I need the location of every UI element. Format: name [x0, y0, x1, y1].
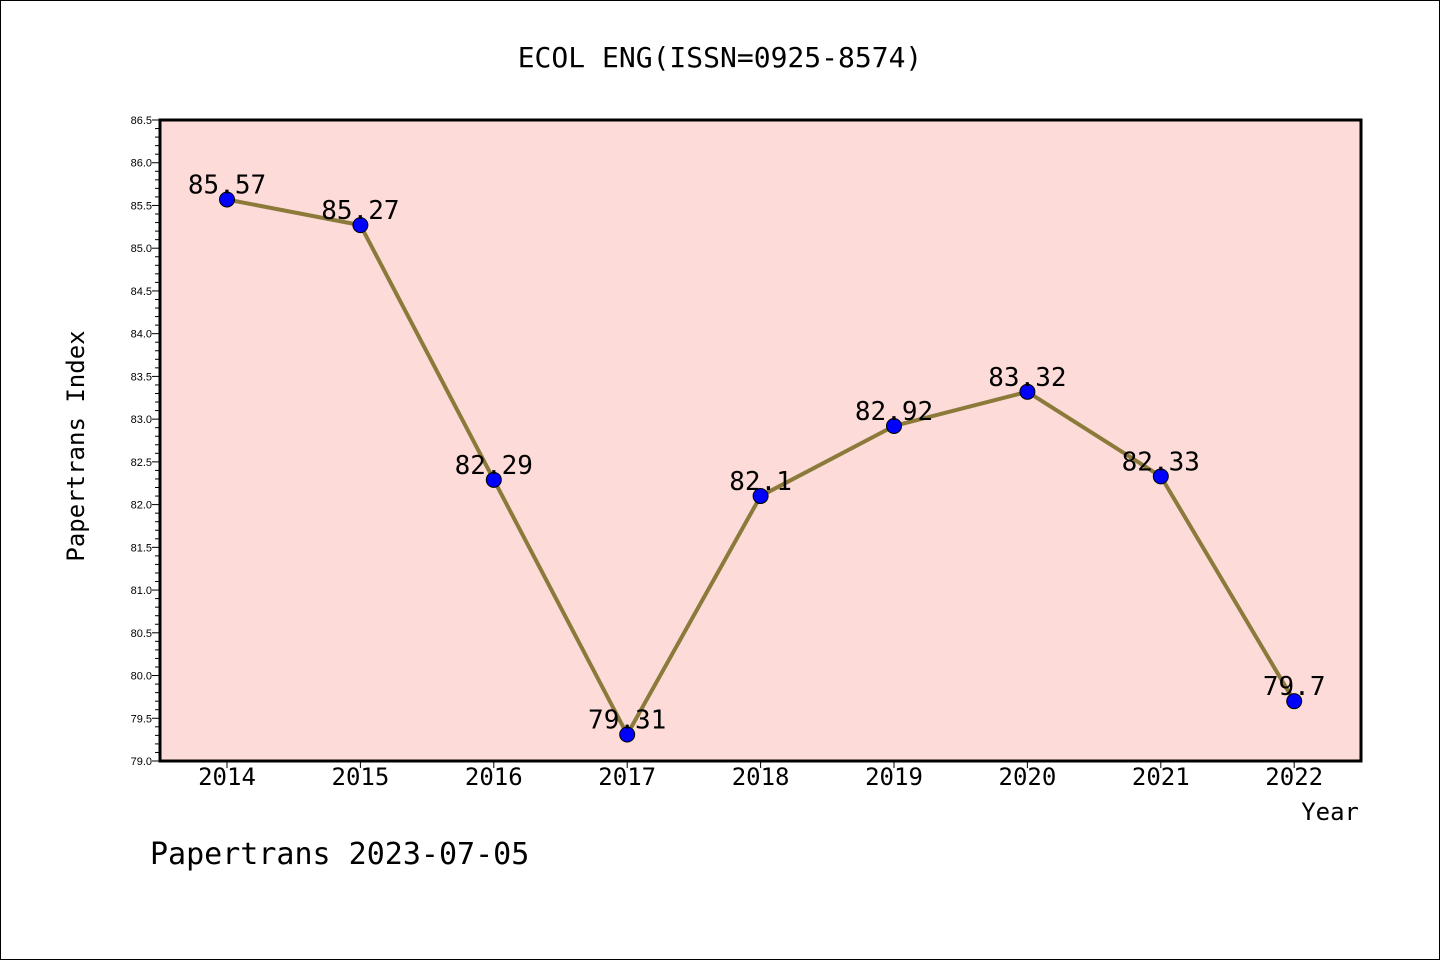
data-point [352, 217, 369, 234]
data-point [886, 417, 902, 434]
data-label: 85.57 [188, 170, 266, 200]
data-label: 79.7 [1263, 672, 1326, 702]
y-tick-label: 85.5 [131, 200, 152, 212]
x-tick-label: 2021 [1132, 763, 1190, 791]
x-tick-label: 2018 [732, 763, 790, 791]
y-tick-label: 82.0 [131, 500, 152, 512]
y-tick-label: 85.0 [131, 243, 152, 255]
x-axis-label: Year [1301, 798, 1359, 826]
y-tick-label: 86.5 [131, 115, 152, 127]
y-tick-label: 86.0 [131, 158, 152, 170]
x-tick-label: 2015 [332, 763, 390, 791]
y-tick-label: 81.5 [131, 542, 152, 554]
x-tick-label: 2016 [465, 763, 523, 791]
y-tick-label: 83.0 [131, 414, 152, 426]
data-label: 79.31 [588, 706, 666, 736]
data-points: 85.57 85.27 82.29 79.31 82.1 82.92 83.32 82.33 7… [188, 170, 1326, 743]
data-point [752, 488, 769, 505]
data-point [219, 191, 235, 208]
x-tick-label: 2017 [598, 763, 656, 791]
y-axis-label: Papertrans Index [62, 330, 90, 561]
footer-text: Papertrans 2023-07-05 [150, 837, 529, 872]
x-tick-label: 2014 [198, 763, 256, 791]
data-point [1286, 693, 1303, 710]
y-axis: 79.0 79.5 80.0 80.5 81.0 81.5 82.0 82.5 83.0 83.5… [131, 115, 160, 768]
y-tick-label: 79.5 [131, 713, 152, 725]
chart-title: ECOL ENG(ISSN=0925-8574) [518, 41, 923, 74]
x-tick-label: 2020 [999, 763, 1057, 791]
y-tick-label: 80.5 [131, 628, 152, 640]
data-point [1019, 383, 1036, 400]
data-label: 82.33 [1122, 447, 1200, 477]
x-tick-label: 2022 [1265, 763, 1323, 791]
data-label: 83.32 [988, 363, 1066, 393]
data-label: 82.92 [855, 397, 933, 427]
data-label: 82.1 [729, 467, 792, 497]
y-tick-label: 84.0 [131, 329, 152, 341]
y-tick-label: 82.5 [131, 457, 152, 469]
data-point [485, 471, 502, 488]
data-point [619, 726, 636, 743]
data-point [1152, 468, 1169, 485]
data-label: 82.29 [455, 451, 533, 481]
y-tick-label: 81.0 [131, 585, 152, 597]
y-tick-label: 83.5 [131, 371, 152, 383]
x-axis: 2014 2015 2016 2017 2018 2019 2020 2021 2022 [198, 761, 1323, 791]
y-tick-label: 79.0 [131, 756, 152, 768]
data-label: 85.27 [321, 196, 399, 226]
x-tick-label: 2019 [865, 763, 923, 791]
y-tick-label: 80.0 [131, 671, 152, 683]
y-tick-label: 84.5 [131, 286, 152, 298]
